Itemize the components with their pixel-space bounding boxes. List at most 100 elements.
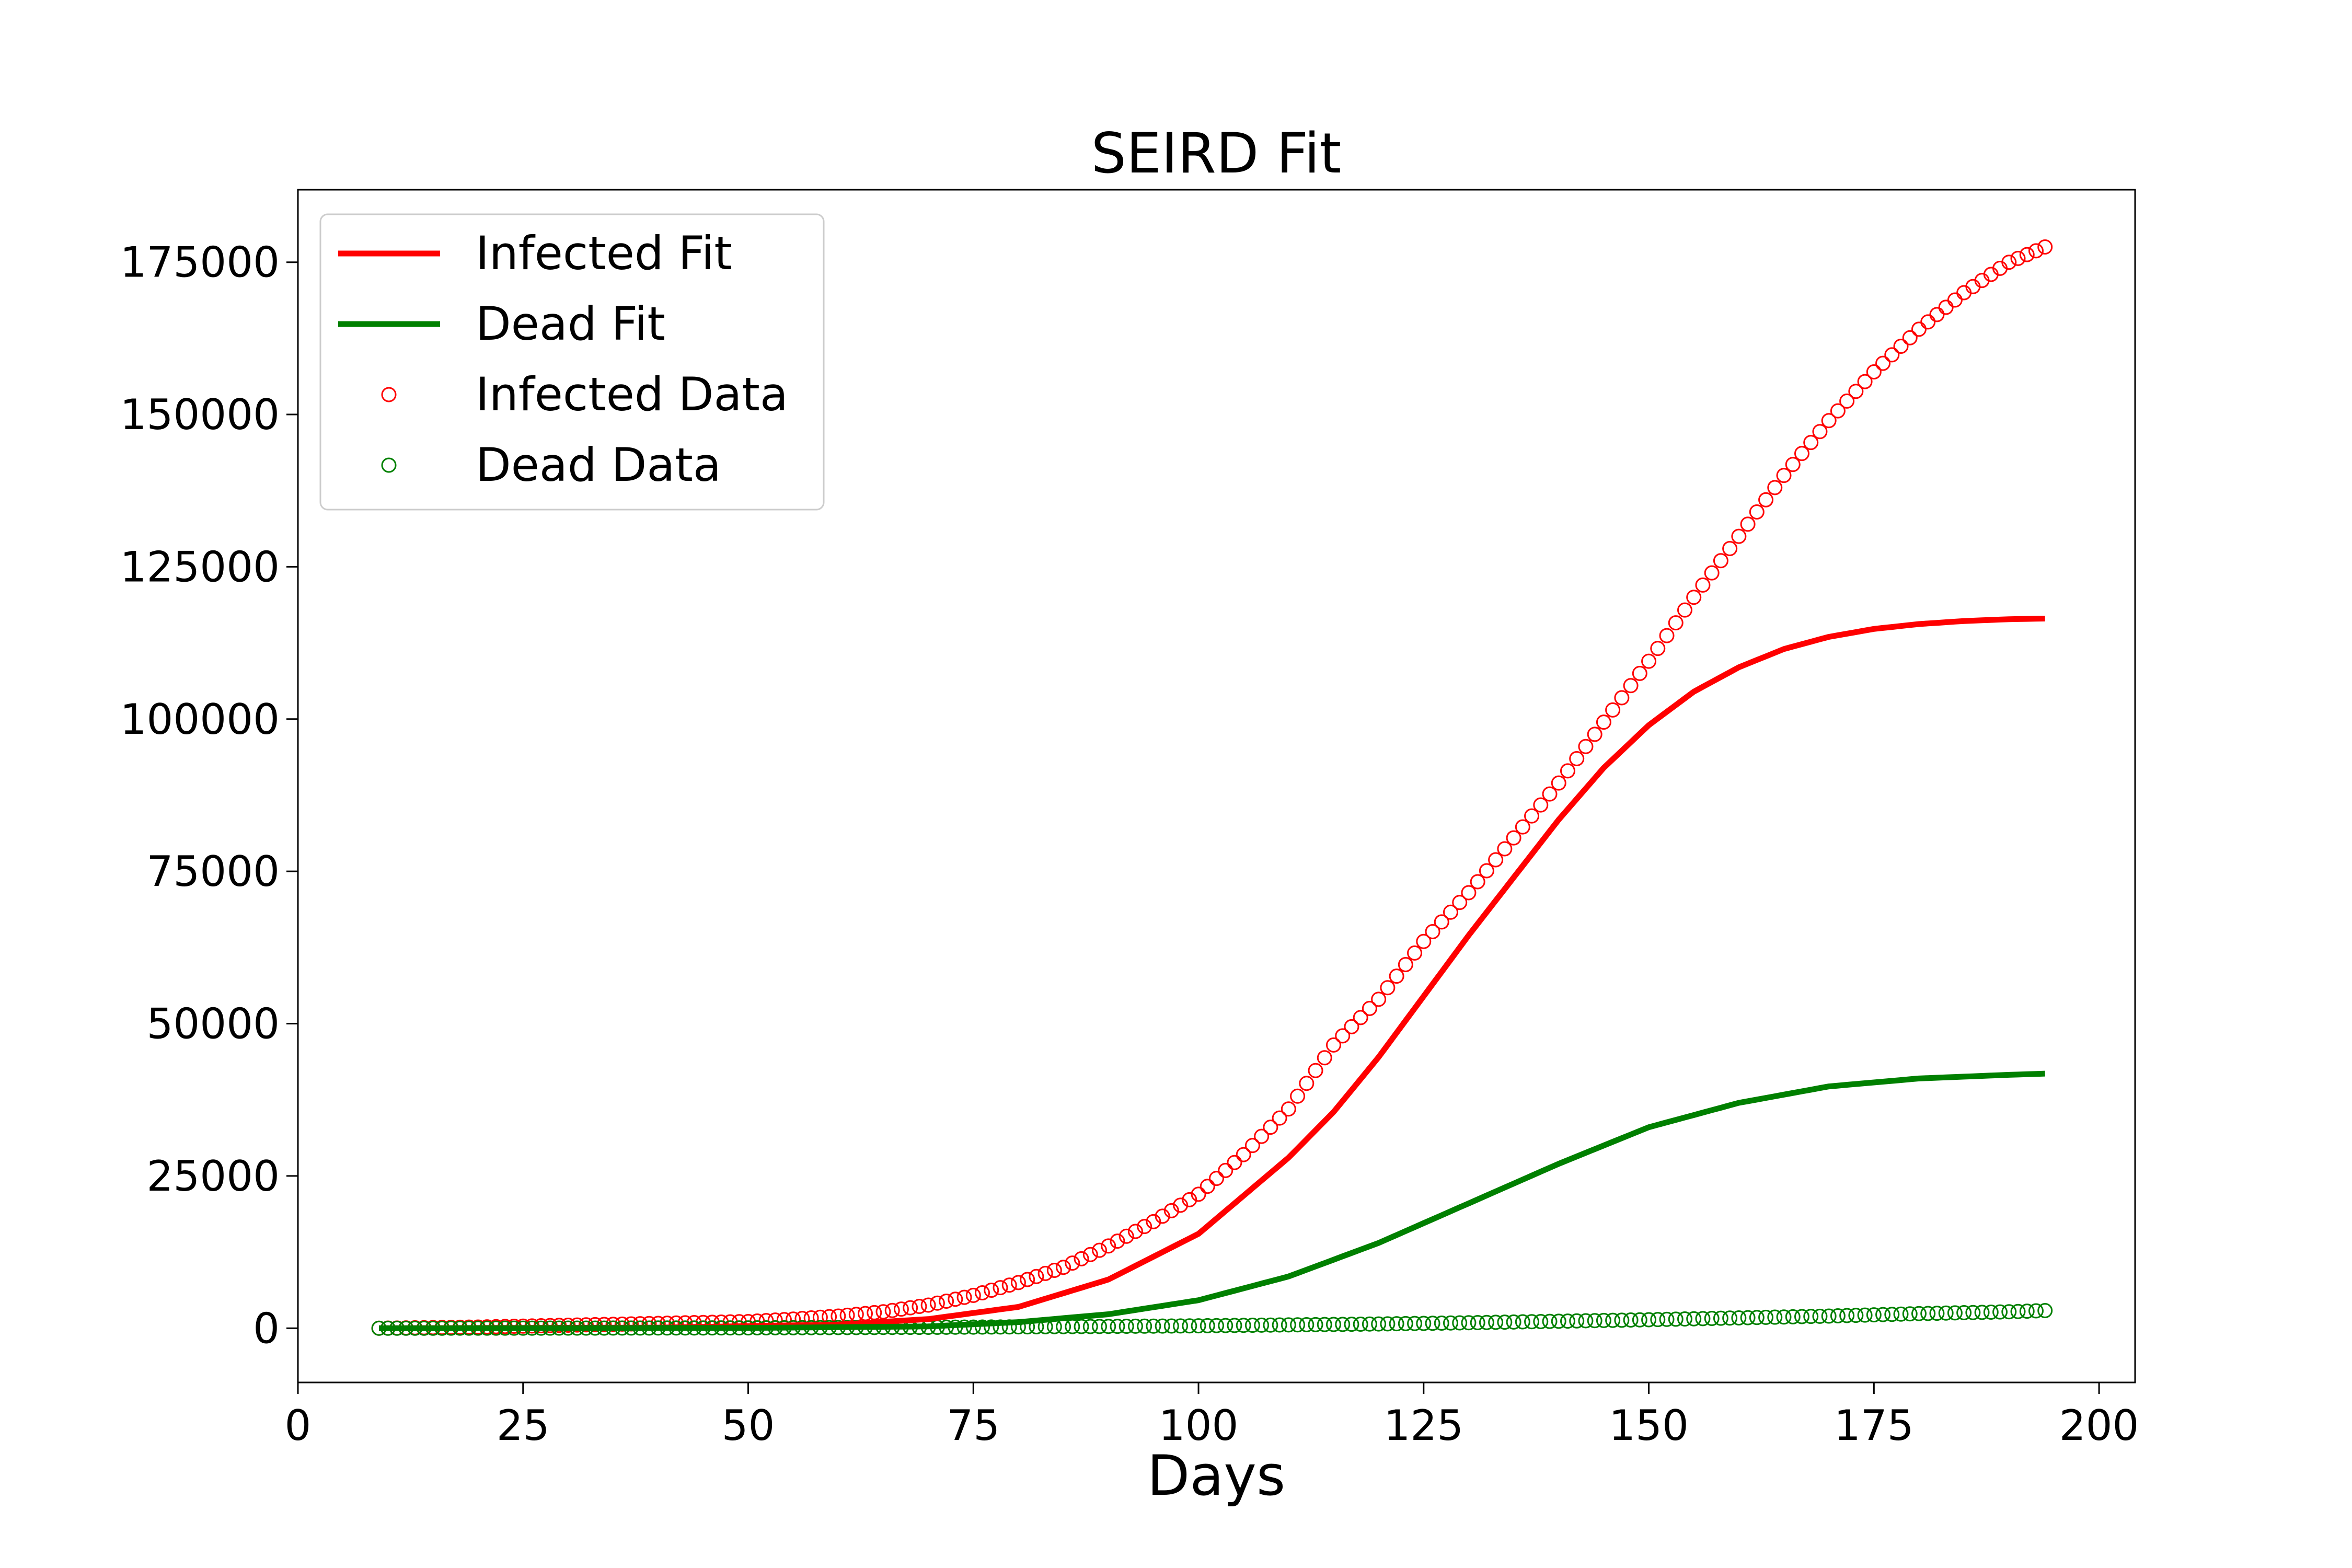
dead-data-point — [1569, 1313, 1585, 1329]
dead-data-point — [1497, 1315, 1513, 1330]
infected-data-point — [1163, 1203, 1179, 1218]
infected-data-point — [1434, 914, 1449, 930]
infected-data-point — [1001, 1277, 1017, 1293]
plot-area — [371, 239, 2053, 1336]
dead-data-points — [371, 1302, 2053, 1336]
infected-data-point — [1272, 1110, 1287, 1126]
dead-data-point — [1101, 1319, 1116, 1334]
dead-data-point — [1236, 1318, 1251, 1333]
infected-data-point — [1749, 504, 1765, 520]
infected-data-point — [1127, 1224, 1143, 1239]
infected-data-point — [1875, 355, 1891, 371]
dead-data-point — [1200, 1318, 1215, 1333]
dead-data-point — [1632, 1312, 1647, 1328]
infected-data-point — [1110, 1233, 1125, 1249]
y-tick-label: 50000 — [147, 1000, 280, 1048]
axes-frame — [297, 189, 2136, 1383]
infected-data-point — [1704, 565, 1720, 581]
infected-data-point — [1497, 841, 1513, 857]
dead-data-point — [1938, 1305, 1954, 1321]
infected-data-point — [1065, 1255, 1080, 1271]
dead-data-point — [1119, 1319, 1134, 1334]
legend-box — [319, 213, 825, 511]
y-tick-label: 25000 — [147, 1152, 280, 1201]
infected-data-point — [1506, 830, 1521, 846]
dead-data-point — [1659, 1311, 1675, 1327]
infected-data-point — [1020, 1272, 1035, 1287]
dead-data-point — [1434, 1315, 1449, 1331]
x-tick-label: 50 — [722, 1401, 775, 1450]
dead-data-point — [1335, 1317, 1351, 1332]
dead-data-point — [1830, 1308, 1846, 1323]
infected-data-point — [1244, 1138, 1260, 1154]
dead-data-point — [1515, 1314, 1530, 1330]
infected-data-point — [1515, 819, 1530, 835]
infected-data-point — [893, 1301, 909, 1317]
infected-data-point — [939, 1294, 954, 1309]
infected-data-point — [587, 1317, 603, 1332]
y-tick-label: 75000 — [147, 847, 280, 896]
infected-data-point — [912, 1299, 927, 1315]
dead-data-point — [1308, 1317, 1323, 1332]
dead-data-point — [1506, 1314, 1521, 1330]
dead-data-point — [1812, 1308, 1828, 1324]
dead-data-point — [1686, 1311, 1702, 1327]
dead-data-point — [1704, 1311, 1720, 1327]
infected-data-point — [1803, 435, 1819, 451]
infected-data-point — [1263, 1120, 1278, 1135]
infected-data-point — [1290, 1088, 1306, 1104]
infected-data-point — [1857, 374, 1873, 389]
dead-data-point — [1254, 1317, 1270, 1333]
infected-data-point — [1578, 739, 1594, 754]
dead-data-point — [1551, 1313, 1566, 1329]
infected-data-point — [1623, 678, 1639, 694]
dead-data-point — [1794, 1309, 1809, 1324]
infected-data-point — [1884, 347, 1900, 363]
dead-data-point — [984, 1319, 999, 1335]
dead-data-point — [1695, 1311, 1711, 1327]
x-tick-label: 175 — [1834, 1401, 1914, 1450]
dead-data-point — [1560, 1313, 1575, 1329]
dead-data-point — [1713, 1310, 1728, 1326]
infected-data-point — [1200, 1179, 1215, 1194]
infected-data-point — [920, 1297, 936, 1313]
y-tick-label: 0 — [253, 1304, 280, 1353]
infected-data-point — [1587, 727, 1602, 742]
dead-data-point — [1470, 1315, 1485, 1330]
dead-data-point — [1839, 1308, 1855, 1323]
infected-data-point — [1308, 1063, 1323, 1078]
x-tick-label: 125 — [1383, 1401, 1463, 1450]
x-tick-label: 100 — [1159, 1401, 1239, 1450]
dead-data-point — [1956, 1305, 1972, 1321]
infected-data-point — [1380, 980, 1396, 996]
legend-label-infected-data: Infected Data — [476, 367, 788, 421]
infected-data-point — [1758, 492, 1774, 508]
infected-data-point — [1551, 775, 1566, 791]
infected-data-point — [1479, 863, 1494, 879]
infected-data-point — [1695, 577, 1711, 593]
dead-data-point — [1299, 1317, 1315, 1333]
infected-data-point — [1443, 904, 1458, 920]
infected-data-point — [875, 1304, 891, 1320]
dead-data-point — [1416, 1316, 1432, 1331]
legend-label-infected-fit: Infected Fit — [476, 226, 732, 280]
infected-data-point — [1029, 1269, 1044, 1284]
dead-data-point — [1884, 1307, 1900, 1322]
infected-data-point — [929, 1295, 945, 1311]
dead-data-point — [1362, 1316, 1377, 1332]
infected-data-point — [1407, 945, 1423, 961]
infected-data-point — [1650, 641, 1666, 656]
infected-data-point — [1191, 1186, 1206, 1202]
infected-data-point — [1353, 1010, 1368, 1025]
x-tick-label: 200 — [2059, 1401, 2139, 1450]
infected-data-point — [1614, 690, 1630, 706]
infected-data-point — [1398, 956, 1413, 972]
infected-data-point — [1254, 1128, 1270, 1144]
dead-data-point — [1209, 1318, 1224, 1333]
dead-data-point — [1461, 1315, 1477, 1331]
infected-data-point — [1524, 808, 1540, 824]
dead-data-point — [1218, 1318, 1233, 1333]
dead-data-point — [1920, 1306, 1936, 1321]
dead-data-point — [2010, 1304, 2026, 1319]
infected-data-point — [956, 1289, 972, 1305]
